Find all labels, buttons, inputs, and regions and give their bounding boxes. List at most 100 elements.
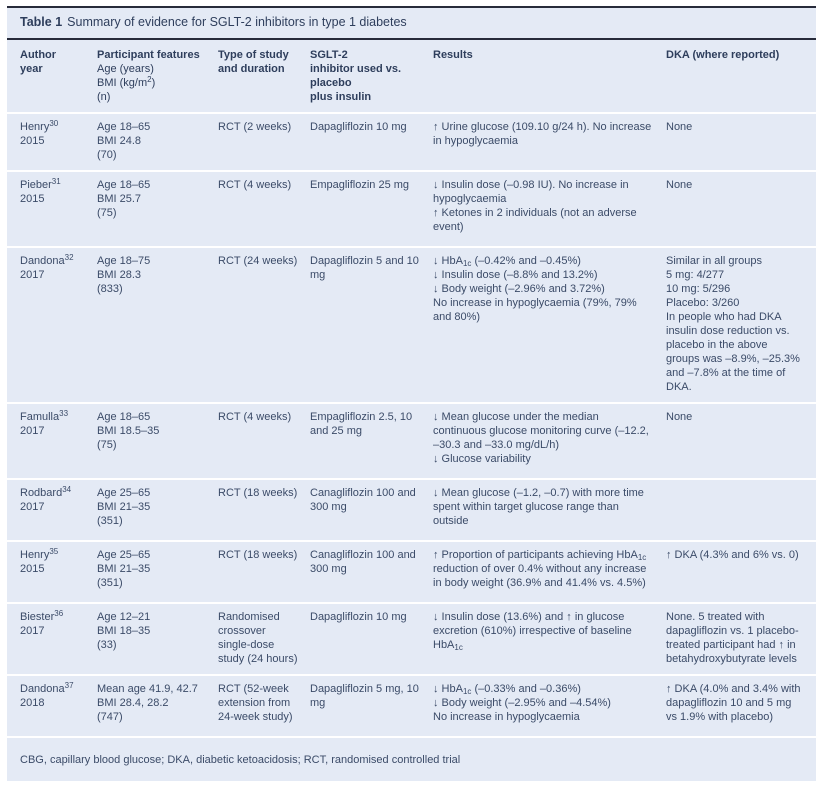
top-rule bbox=[7, 6, 816, 8]
result-item: ↑ Ketones in 2 individuals (not an adver… bbox=[433, 207, 637, 233]
cell-author-year: Henry35 2015 bbox=[7, 540, 97, 603]
table-row: Pieber31 2015 Age 18–65 BMI 25.7 (75) RCT … bbox=[7, 170, 816, 247]
table-number: Table 1 bbox=[20, 15, 63, 29]
cell-author-year: Famulla33 2017 bbox=[7, 402, 97, 479]
participant-line: Age 18–75 bbox=[97, 255, 151, 267]
cell-inhibitor: Dapagliflozin 5 mg, 10 mg bbox=[310, 674, 433, 736]
cell-participant-features: Age 18–65 BMI 18.5–35 (75) bbox=[97, 402, 218, 479]
cell-author-year: Dandona37 2018 bbox=[7, 674, 97, 736]
cell-study-type-duration: Randomised crossover single-dose study (… bbox=[218, 602, 310, 675]
participant-line: BMI 18.5–35 bbox=[97, 425, 160, 437]
participant-line: (351) bbox=[97, 577, 123, 589]
participant-line: (75) bbox=[97, 207, 117, 219]
cell-inhibitor: Dapagliflozin 10 mg bbox=[310, 112, 433, 171]
cell-author-year: Rodbard34 2017 bbox=[7, 478, 97, 541]
cell-study-type-duration: RCT (2 weeks) bbox=[218, 112, 310, 171]
cell-participant-features: Age 25–65 BMI 21–35 (351) bbox=[97, 478, 218, 541]
cell-results: ↑ Proportion of participants achieving H… bbox=[433, 540, 666, 603]
result-item: ↓ Insulin dose (–0.98 IU). No increase i… bbox=[433, 179, 629, 205]
column-header-3: Type of study and duration bbox=[218, 49, 289, 75]
cell-dka: ↑ DKA (4.0% and 3.4% with dapagliflozin … bbox=[666, 674, 816, 736]
cell-study-type-duration: RCT (24 weeks) bbox=[218, 246, 310, 403]
result-item: ↓ Glucose variability bbox=[433, 453, 531, 465]
participant-line: BMI 25.7 bbox=[97, 193, 142, 205]
header-row: Author year Participant features Age (years… bbox=[7, 40, 816, 113]
cell-dka bbox=[666, 478, 816, 541]
cell-dka: None bbox=[666, 112, 816, 171]
participant-line: BMI 21–35 bbox=[97, 563, 151, 575]
cell-participant-features: Age 12–21 BMI 18–35 (33) bbox=[97, 602, 218, 675]
cell-inhibitor: Empagliflozin 25 mg bbox=[310, 170, 433, 247]
cell-study-type-duration: RCT (4 weeks) bbox=[218, 170, 310, 247]
dka-item: None bbox=[666, 179, 693, 191]
participant-line: Age 18–65 bbox=[97, 121, 151, 133]
cell-dka: None bbox=[666, 402, 816, 479]
cell-participant-features: Age 18–75 BMI 28.3 (833) bbox=[97, 246, 218, 403]
dka-item: In people who had DKA insulin dose reduc… bbox=[666, 311, 800, 393]
cell-results: ↓ Mean glucose (–1.2, –0.7) with more ti… bbox=[433, 478, 666, 541]
cell-author-year: Henry30 2015 bbox=[7, 112, 97, 171]
dka-item: 5 mg: 4/277 bbox=[666, 269, 725, 281]
participant-line: (747) bbox=[97, 711, 123, 723]
dka-item: 10 mg: 5/296 bbox=[666, 283, 731, 295]
cell-participant-features: Age 25–65 BMI 21–35 (351) bbox=[97, 540, 218, 603]
cell-study-type-duration: RCT (52-week extension from 24-week stud… bbox=[218, 674, 310, 736]
result-item: ↓ Body weight (–2.95% and –4.54%) bbox=[433, 697, 611, 709]
column-header-2: Participant features Age (years) BMI (kg/m… bbox=[97, 49, 200, 103]
cell-participant-features: Mean age 41.9, 42.7 BMI 28.4, 28.2 (747) bbox=[97, 674, 218, 736]
participant-line: Age 25–65 bbox=[97, 487, 151, 499]
cell-participant-features: Age 18–65 BMI 24.8 (70) bbox=[97, 112, 218, 171]
cell-author-year: Pieber31 2015 bbox=[7, 170, 97, 247]
participant-line: BMI 24.8 bbox=[97, 135, 142, 147]
dka-item: None bbox=[666, 411, 693, 423]
cell-participant-features: Age 18–65 BMI 25.7 (75) bbox=[97, 170, 218, 247]
cell-dka: ↑ DKA (4.3% and 6% vs. 0) bbox=[666, 540, 816, 603]
dka-item: None bbox=[666, 121, 693, 133]
cell-results: ↓ Insulin dose (–0.98 IU). No increase i… bbox=[433, 170, 666, 247]
result-item: ↓ Mean glucose (–1.2, –0.7) with more ti… bbox=[433, 487, 644, 527]
cell-inhibitor: Canagliflozin 100 and 300 mg bbox=[310, 478, 433, 541]
dka-item: Similar in all groups bbox=[666, 255, 762, 267]
participant-line: BMI 28.4, 28.2 bbox=[97, 697, 169, 709]
participant-line: Age 12–21 bbox=[97, 611, 151, 623]
cell-results: ↓ HbA1c (–0.42% and –0.45%) ↓ Insulin dos… bbox=[433, 246, 666, 403]
caption-rule bbox=[7, 38, 816, 40]
cell-dka: None. 5 treated with dapagliflozin vs. 1… bbox=[666, 602, 816, 675]
cell-dka: Similar in all groups 5 mg: 4/277 10 mg: 5… bbox=[666, 246, 816, 403]
participant-line: (33) bbox=[97, 639, 117, 651]
cell-author-year: Biester36 2017 bbox=[7, 602, 97, 675]
table-row: Henry30 2015 Age 18–65 BMI 24.8 (70) RCT (… bbox=[7, 112, 816, 171]
result-item: ↓ Insulin dose (–8.8% and 13.2%) bbox=[433, 269, 598, 281]
table-row: Dandona37 2018 Mean age 41.9, 42.7 BMI 28… bbox=[7, 674, 816, 736]
dka-item: Placebo: 3/260 bbox=[666, 297, 740, 309]
result-item: ↓ Mean glucose under the median continuo… bbox=[433, 411, 649, 451]
cell-study-type-duration: RCT (18 weeks) bbox=[218, 478, 310, 541]
cell-results: ↑ Urine glucose (109.10 g/24 h). No incr… bbox=[433, 112, 666, 171]
table-row: Biester36 2017 Age 12–21 BMI 18–35 (33) Ra… bbox=[7, 602, 816, 675]
participant-line: Age 18–65 bbox=[97, 411, 151, 423]
participant-line: Age 25–65 bbox=[97, 549, 151, 561]
participant-line: (833) bbox=[97, 283, 123, 295]
result-item: ↓ Body weight (–2.96% and 3.72%) bbox=[433, 283, 605, 295]
dka-item: ↑ DKA (4.3% and 6% vs. 0) bbox=[666, 549, 799, 561]
table-row: Rodbard34 2017 Age 25–65 BMI 21–35 (351) R… bbox=[7, 478, 816, 541]
table-title: Summary of evidence for SGLT-2 inhibitor… bbox=[67, 15, 407, 29]
cell-inhibitor: Empagliflozin 2.5, 10 and 25 mg bbox=[310, 402, 433, 479]
column-header-6: DKA (where reported) bbox=[666, 49, 780, 61]
cell-results: ↓ Insulin dose (13.6%) and ↑ in glucose … bbox=[433, 602, 666, 675]
table-row: Famulla33 2017 Age 18–65 BMI 18.5–35 (75) … bbox=[7, 402, 816, 479]
column-header-4: SGLT-2 inhibitor used vs. placebo plus insu… bbox=[310, 49, 402, 103]
result-item: No increase in hypoglycaemia bbox=[433, 711, 580, 723]
participant-line: BMI 18–35 bbox=[97, 625, 151, 637]
participant-line: BMI 28.3 bbox=[97, 269, 142, 281]
cell-dka: None bbox=[666, 170, 816, 247]
result-item: ↓ Insulin dose (13.6%) and ↑ in glucose … bbox=[433, 611, 632, 652]
table1-card: Table 1 Summary of evidence for SGLT-2 in… bbox=[7, 6, 816, 781]
cell-results: ↓ HbA1c (–0.33% and –0.36%) ↓ Body weight… bbox=[433, 674, 666, 736]
table-row: Henry35 2015 Age 25–65 BMI 21–35 (351) RCT… bbox=[7, 540, 816, 603]
participant-line: (351) bbox=[97, 515, 123, 527]
result-item: No increase in hypoglycaemia (79%, 79% a… bbox=[433, 297, 637, 323]
evidence-table: Author year Participant features Age (years… bbox=[7, 40, 816, 736]
dka-item: None. 5 treated with dapagliflozin vs. 1… bbox=[666, 611, 799, 665]
